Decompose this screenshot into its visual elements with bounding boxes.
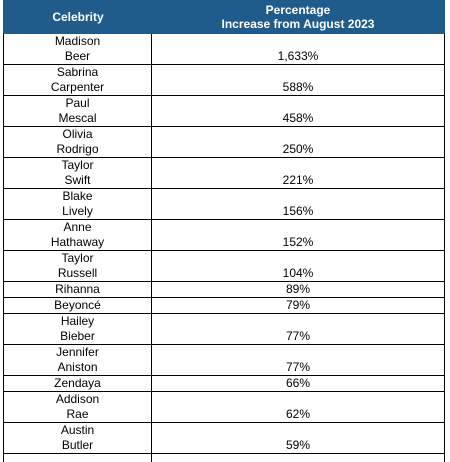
celebrity-name: Sabrina Carpenter — [4, 65, 152, 95]
percentage-value-clipped — [152, 454, 444, 462]
celebrity-name-clipped — [4, 454, 152, 462]
celebrity-name: Paul Mescal — [4, 96, 152, 126]
percentage-value: 59% — [285, 438, 311, 452]
header-percentage-increase: Percentage Increase from August 2023 — [152, 1, 444, 33]
percentage-value: 104% — [282, 266, 314, 280]
percentage-value: 1,633% — [277, 49, 319, 63]
table-row: Taylor Swift 221% — [3, 158, 445, 189]
percentage-value: 588% — [282, 80, 314, 94]
percentage-value: 77% — [285, 329, 311, 343]
table-row: Sabrina Carpenter 588% — [3, 65, 445, 96]
table-row: Jennifer Aniston 77% — [3, 345, 445, 376]
table-header: Celebrity Percentage Increase from Augus… — [3, 0, 445, 34]
celebrity-name: Taylor Swift — [4, 158, 152, 188]
percentage-value: 250% — [282, 142, 314, 156]
celebrity-name: Addison Rae — [4, 392, 152, 422]
table-row: Austin Butler 59% — [3, 423, 445, 454]
table-row: Rihanna 89% — [3, 282, 445, 298]
celebrity-name: Olivia Rodrigo — [4, 127, 152, 157]
celebrity-name: Taylor Russell — [4, 251, 152, 281]
celebrity-table: Celebrity Percentage Increase from Augus… — [3, 0, 445, 462]
percentage-value: 79% — [285, 298, 311, 312]
celebrity-name: Blake Lively — [4, 189, 152, 219]
table-row: Olivia Rodrigo 250% — [3, 127, 445, 158]
celebrity-name: Hailey Bieber — [4, 314, 152, 344]
table-row: Zendaya 66% — [3, 376, 445, 392]
table-row: Madison Beer 1,633% — [3, 34, 445, 65]
table-row: Beyoncé 79% — [3, 298, 445, 314]
percentage-value: 221% — [282, 173, 314, 187]
table-row: Hailey Bieber 77% — [3, 314, 445, 345]
percentage-value: 77% — [285, 360, 311, 374]
header-percentage-increase-text: Percentage Increase from August 2023 — [221, 3, 375, 31]
celebrity-name: Beyoncé — [4, 298, 152, 313]
percentage-value: 156% — [282, 204, 314, 218]
table-row-partial — [3, 454, 445, 462]
table-row: Paul Mescal 458% — [3, 96, 445, 127]
percentage-value: 66% — [285, 376, 311, 390]
percentage-value: 152% — [282, 235, 314, 249]
celebrity-name: Rihanna — [4, 282, 152, 297]
celebrity-name: Austin Butler — [4, 423, 152, 453]
table-row: Anne Hathaway 152% — [3, 220, 445, 251]
table-row: Taylor Russell 104% — [3, 251, 445, 282]
table-row: Addison Rae 62% — [3, 392, 445, 423]
percentage-value: 62% — [285, 407, 311, 421]
percentage-value: 89% — [285, 282, 311, 296]
percentage-value: 458% — [282, 111, 314, 125]
celebrity-name: Anne Hathaway — [4, 220, 152, 250]
celebrity-name: Jennifer Aniston — [4, 345, 152, 375]
header-celebrity: Celebrity — [52, 10, 104, 24]
table-row: Blake Lively 156% — [3, 189, 445, 220]
celebrity-name: Madison Beer — [4, 34, 152, 64]
celebrity-name: Zendaya — [4, 376, 152, 391]
